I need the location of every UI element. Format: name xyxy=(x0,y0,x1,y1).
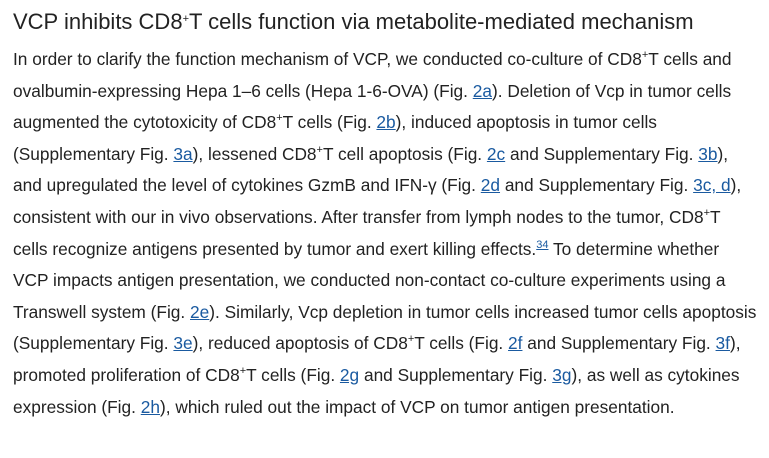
text-run: T cells and ovalbumin-expressing Hepa 1–… xyxy=(13,49,732,101)
text-run: ), which ruled out the impact of VCP on … xyxy=(159,396,675,417)
figure-link[interactable]: 3a xyxy=(173,143,193,164)
superscript: + xyxy=(182,13,189,25)
figure-link[interactable]: 3b xyxy=(698,143,718,164)
superscript: + xyxy=(703,206,711,219)
figure-link[interactable]: 3e xyxy=(173,333,193,354)
figure-link[interactable]: 3c, d xyxy=(693,175,731,196)
section-heading: VCP inhibits CD8+T cells function via me… xyxy=(13,6,759,38)
superscript: + xyxy=(276,112,283,125)
text-run: T cell apoptosis (Fig. xyxy=(322,143,487,164)
superscript: + xyxy=(316,143,323,156)
text-run: VCP inhibits CD8 xyxy=(13,9,183,34)
text-run: and Supplementary Fig. xyxy=(505,143,699,164)
figure-link[interactable]: 2f xyxy=(508,333,523,354)
text-run: ), and upregulated the level of cytokine… xyxy=(13,143,729,196)
figure-link[interactable]: 2d xyxy=(480,175,501,196)
text-run: and Supplementary Fig. xyxy=(522,333,716,354)
text-run: To determine whether VCP impacts antigen… xyxy=(13,238,726,322)
superscript: + xyxy=(407,333,415,346)
text-run: T cells (Fig. xyxy=(414,333,509,354)
figure-link[interactable]: 3g xyxy=(552,364,572,385)
figure-link[interactable]: 2b xyxy=(376,112,396,133)
text-run: T cells (Fig. xyxy=(246,364,340,385)
figure-link[interactable]: 2e xyxy=(190,301,210,322)
text-run: ), as well as cytokines expression (Fig. xyxy=(13,364,740,417)
text-run: T cells recognize antigens presented by … xyxy=(13,206,721,259)
text-run: T cells function via metabolite-mediated… xyxy=(189,9,694,34)
text-run: and Supplementary Fig. xyxy=(500,175,694,196)
paragraph: In order to clarify the function mechani… xyxy=(13,44,759,423)
text-run: In order to clarify the function mechani… xyxy=(13,49,642,69)
text-run: ), promoted proliferation of CD8 xyxy=(13,333,741,385)
text-run: ), induced apoptosis in tumor cells (Sup… xyxy=(13,112,657,164)
superscript: + xyxy=(239,364,247,377)
text-run: ). Similarly, Vcp depletion in tumor cel… xyxy=(13,301,757,354)
figure-link[interactable]: 2a xyxy=(472,80,492,101)
text-run: ), lessened CD8 xyxy=(192,143,317,164)
text-run: ). Deletion of Vcp in tumor cells augmen… xyxy=(13,80,732,133)
reference: 34 xyxy=(536,239,548,251)
figure-link[interactable]: 2g xyxy=(339,364,360,385)
text-run: and Supplementary Fig. xyxy=(359,364,553,385)
text-run: ), consistent with our in vivo observati… xyxy=(13,175,742,227)
text-run: T cells (Fig. xyxy=(282,112,377,133)
reference-link[interactable]: 34 xyxy=(536,238,549,251)
figure-link[interactable]: 3f xyxy=(715,333,730,354)
text-run: ), reduced apoptosis of CD8 xyxy=(192,333,408,354)
superscript: + xyxy=(641,49,649,61)
figure-link[interactable]: 2h xyxy=(140,396,160,417)
figure-link[interactable]: 2c xyxy=(486,143,506,164)
